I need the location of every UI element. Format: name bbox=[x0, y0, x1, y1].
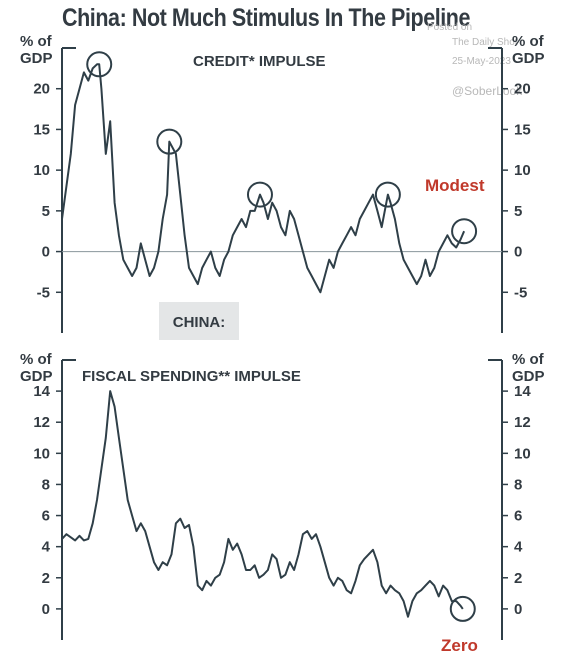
y-tick-label-right: 10 bbox=[514, 445, 531, 462]
series-line bbox=[61, 390, 464, 618]
y-tick-label-right: 10 bbox=[514, 162, 531, 179]
y-unit-left-line2: GDP bbox=[20, 50, 53, 67]
y-unit-right-line2: GDP bbox=[512, 50, 545, 67]
highlight-circle bbox=[156, 128, 183, 155]
annotation-modest: Modest bbox=[425, 176, 485, 195]
y-unit-right-line2: GDP bbox=[512, 368, 545, 385]
chart-title: China: Not Much Stimulus In The Pipeline bbox=[62, 4, 471, 32]
watermark-source: The Daily Shot bbox=[452, 37, 518, 48]
panel-title: FISCAL SPENDING** IMPULSE bbox=[82, 368, 301, 385]
y-tick-label-right: 8 bbox=[514, 476, 522, 493]
annotation-zero: Zero bbox=[441, 636, 478, 655]
y-tick-label-left: 6 bbox=[42, 508, 50, 525]
highlight-circle bbox=[246, 181, 273, 208]
watermark-date: 25-May-2023 bbox=[452, 56, 511, 67]
y-tick-label-left: 0 bbox=[42, 244, 50, 261]
y-unit-left-line2: GDP bbox=[20, 368, 53, 385]
y-unit-left-line1: % of bbox=[20, 33, 53, 50]
y-tick-label-right: 14 bbox=[514, 383, 531, 400]
y-tick-label-left: 4 bbox=[42, 539, 51, 556]
country-label-box bbox=[159, 302, 239, 340]
y-tick-label-left: 14 bbox=[33, 383, 50, 400]
y-tick-label-left: 10 bbox=[33, 445, 50, 462]
y-tick-label-right: 20 bbox=[514, 81, 531, 98]
y-tick-label-left: 12 bbox=[33, 414, 50, 431]
highlight-circle bbox=[374, 181, 401, 208]
y-unit-right-line1: % of bbox=[512, 33, 545, 50]
y-tick-label-right: 0 bbox=[514, 601, 522, 618]
highlight-circle bbox=[449, 595, 476, 622]
y-tick-label-right: -5 bbox=[514, 284, 527, 301]
y-tick-label-left: 10 bbox=[33, 162, 50, 179]
y-tick-label-right: 15 bbox=[514, 121, 531, 138]
y-tick-label-right: 2 bbox=[514, 570, 522, 587]
y-tick-label-right: 5 bbox=[514, 203, 522, 220]
watermark-handle: @SoberLook bbox=[452, 84, 523, 98]
y-tick-label-right: 0 bbox=[514, 244, 522, 261]
highlight-circle bbox=[451, 218, 478, 245]
y-tick-label-left: 5 bbox=[42, 203, 50, 220]
y-unit-left-line1: % of bbox=[20, 351, 53, 368]
series-line bbox=[61, 63, 466, 294]
watermark-posted-on: Posted on bbox=[427, 22, 473, 33]
panel-title: CREDIT* IMPULSE bbox=[193, 53, 326, 70]
y-tick-label-left: 20 bbox=[33, 81, 50, 98]
y-tick-label-left: -5 bbox=[37, 284, 50, 301]
y-unit-right-line1: % of bbox=[512, 351, 545, 368]
y-tick-label-left: 8 bbox=[42, 476, 50, 493]
y-tick-label-right: 4 bbox=[514, 539, 523, 556]
y-tick-label-left: 15 bbox=[33, 121, 50, 138]
country-label: CHINA: bbox=[173, 314, 226, 331]
highlight-circle bbox=[86, 51, 113, 78]
y-tick-label-right: 6 bbox=[514, 508, 522, 525]
y-tick-label-left: 2 bbox=[42, 570, 50, 587]
y-tick-label-left: 0 bbox=[42, 601, 50, 618]
y-tick-label-right: 12 bbox=[514, 414, 531, 431]
